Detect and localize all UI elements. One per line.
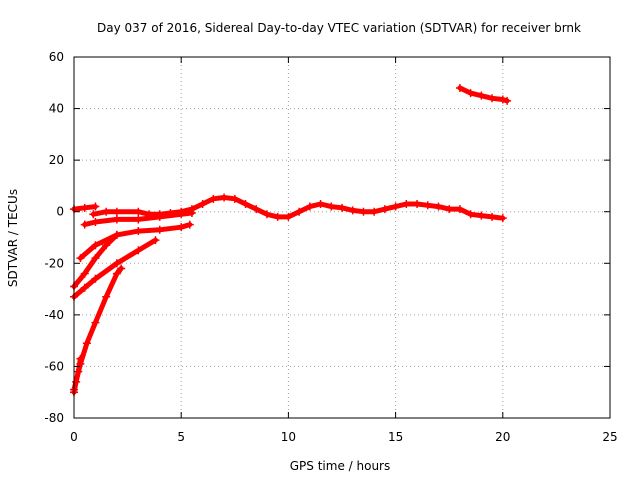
data-point — [230, 194, 239, 203]
x-tick-label: 0 — [70, 430, 78, 444]
y-tick-label: -20 — [44, 256, 64, 270]
data-point — [488, 212, 497, 221]
y-tick-label: 60 — [49, 50, 64, 64]
data-point — [241, 199, 250, 208]
data-point — [477, 211, 486, 220]
data-point — [413, 199, 422, 208]
data-point — [503, 96, 512, 105]
y-tick-label: -40 — [44, 308, 64, 322]
data-point — [185, 220, 194, 229]
y-tick-label: -60 — [44, 359, 64, 373]
data-point — [155, 225, 164, 234]
data-point — [112, 230, 121, 239]
grid — [74, 57, 610, 418]
data-point — [102, 292, 111, 301]
data-point — [380, 205, 389, 214]
data-point — [187, 209, 196, 218]
data-point — [198, 199, 207, 208]
data-point — [327, 202, 336, 211]
data-point — [80, 269, 89, 278]
data-point — [498, 95, 507, 104]
data-point — [74, 367, 83, 376]
data-point — [82, 339, 91, 348]
axis-ticks — [73, 56, 611, 419]
data-point — [295, 207, 304, 216]
x-tick-label: 25 — [602, 430, 617, 444]
y-tick-label: 0 — [56, 205, 64, 219]
data-point — [477, 91, 486, 100]
data-point — [402, 199, 411, 208]
data-point — [498, 214, 507, 223]
data-point — [466, 89, 475, 98]
data-point — [338, 203, 346, 212]
data-point — [102, 207, 111, 216]
data-point — [80, 283, 89, 292]
data-point — [466, 210, 475, 219]
y-tick-label: -80 — [44, 411, 64, 425]
data-point — [209, 194, 218, 203]
data-point — [91, 318, 100, 327]
data-point — [262, 210, 271, 219]
data-point — [455, 83, 464, 92]
data-point — [348, 206, 357, 215]
data-point — [91, 218, 100, 227]
data-point — [423, 201, 432, 210]
x-tick-label: 15 — [388, 430, 403, 444]
data-point — [177, 223, 186, 232]
data-point — [316, 199, 325, 208]
data-point — [488, 94, 497, 103]
data-point — [434, 202, 443, 211]
data-point — [177, 210, 186, 219]
data-point — [91, 241, 100, 250]
data-point — [455, 205, 464, 214]
data-point — [134, 246, 143, 255]
data-point — [112, 259, 121, 268]
data-point — [391, 202, 400, 211]
x-axis-label: GPS time / hours — [290, 459, 391, 473]
data-point — [112, 215, 121, 224]
y-tick-label: 40 — [49, 102, 64, 116]
data-point — [112, 207, 121, 216]
series-line-arc-steep-lower — [71, 356, 83, 395]
x-tick-label: 20 — [495, 430, 510, 444]
data-point — [252, 205, 261, 214]
data-series — [70, 83, 512, 397]
chart-title: Day 037 of 2016, Sidereal Day-to-day VTE… — [97, 21, 581, 35]
data-point — [273, 212, 282, 221]
data-point — [370, 207, 379, 216]
y-axis-label: SDTVAR / TECUs — [6, 189, 20, 287]
data-point — [117, 264, 126, 273]
data-point — [91, 254, 100, 263]
data-point — [112, 269, 121, 278]
data-point — [76, 354, 85, 363]
data-point — [305, 202, 314, 211]
data-point — [155, 212, 164, 221]
data-point — [72, 377, 81, 386]
data-point — [91, 202, 100, 211]
x-tick-label: 5 — [177, 430, 185, 444]
data-point — [134, 215, 143, 224]
y-tick-label: 20 — [49, 153, 64, 167]
data-point — [151, 236, 160, 245]
data-point — [445, 205, 454, 214]
data-point — [220, 193, 229, 202]
plot-frame — [73, 56, 611, 419]
data-point — [80, 203, 89, 212]
series-line-arc-descend-3 — [71, 237, 158, 300]
data-point — [89, 210, 98, 219]
data-point — [284, 212, 293, 221]
data-point — [134, 227, 143, 236]
data-point — [91, 274, 100, 283]
data-point — [80, 220, 89, 229]
x-tick-label: 10 — [281, 430, 296, 444]
tick-labels: 0 5 10 15 20 25 -80 -60 -40 -20 0 20 40 60 — [44, 50, 617, 444]
data-point — [359, 207, 368, 216]
data-point — [134, 207, 143, 216]
data-point — [102, 241, 111, 250]
data-point — [76, 254, 85, 263]
